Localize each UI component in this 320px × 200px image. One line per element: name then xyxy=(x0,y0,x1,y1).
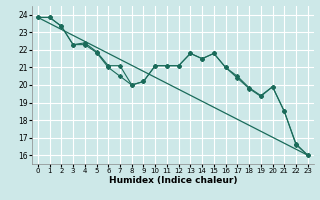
X-axis label: Humidex (Indice chaleur): Humidex (Indice chaleur) xyxy=(108,176,237,185)
